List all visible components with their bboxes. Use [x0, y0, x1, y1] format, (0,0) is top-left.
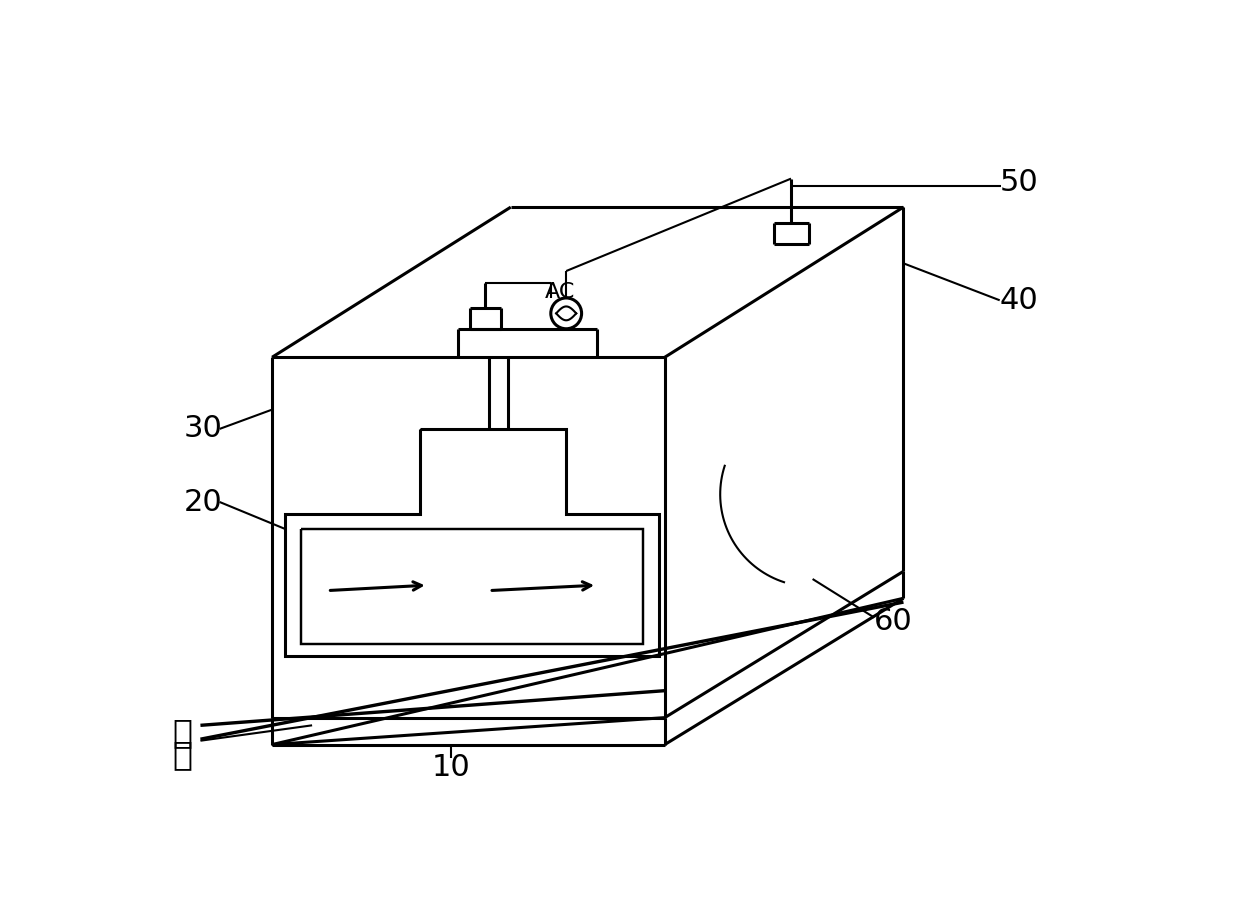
Text: 40: 40: [999, 286, 1038, 315]
Text: 30: 30: [184, 415, 222, 444]
Text: 光: 光: [172, 738, 192, 771]
Text: 50: 50: [999, 168, 1038, 197]
Text: 激: 激: [172, 717, 192, 750]
Text: AC: AC: [544, 281, 575, 302]
Text: 20: 20: [184, 487, 222, 517]
Text: 60: 60: [874, 607, 913, 636]
Text: 10: 10: [432, 753, 470, 783]
